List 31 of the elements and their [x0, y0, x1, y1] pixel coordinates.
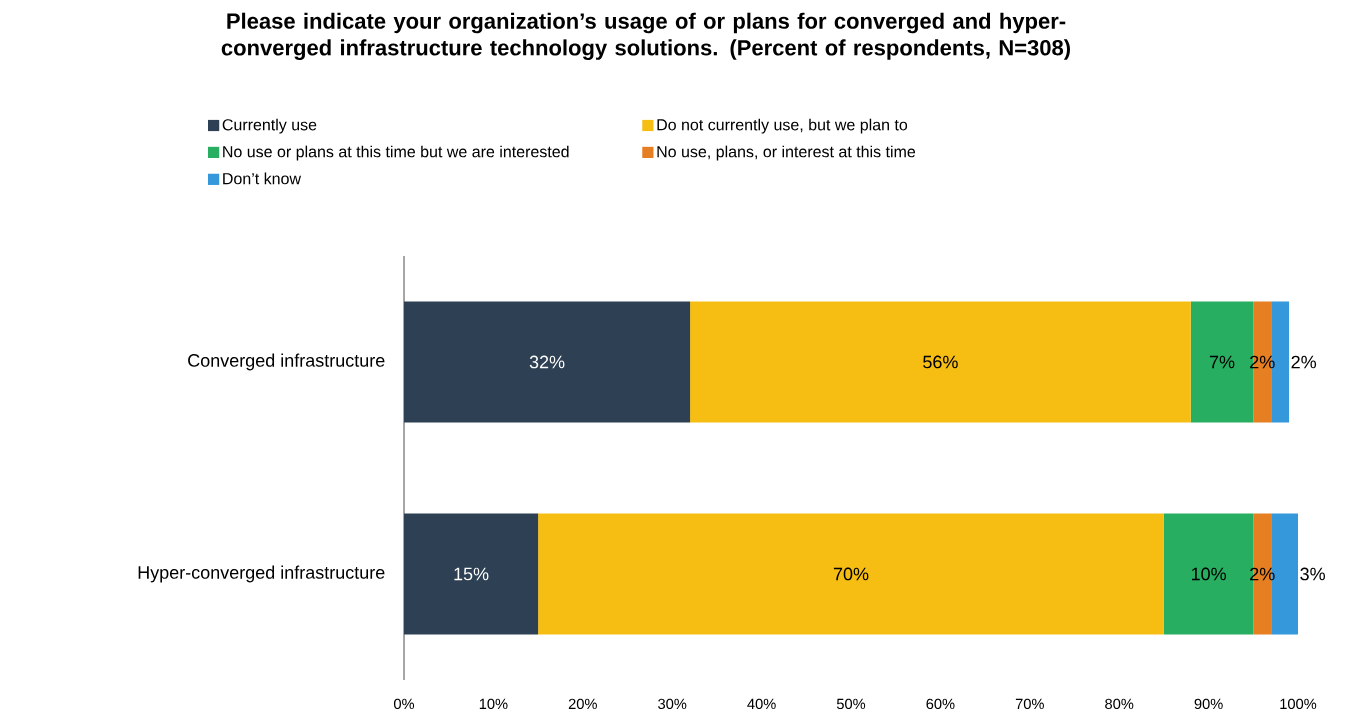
data-label: 56%: [923, 355, 958, 369]
x-tick-label: 90%: [1194, 698, 1223, 710]
x-tick-label: 30%: [658, 698, 687, 710]
x-tick-label: 40%: [747, 698, 776, 710]
data-label: 10%: [1191, 567, 1226, 581]
bar: [404, 513, 539, 635]
x-tick-label: 50%: [836, 698, 866, 710]
x-tick-label: 60%: [926, 698, 955, 710]
data-label: 7%: [1209, 355, 1235, 369]
x-tick-label: 70%: [1015, 698, 1044, 710]
data-label: 32%: [529, 355, 565, 369]
x-tick-label: 100%: [1280, 698, 1317, 710]
bar: [690, 301, 1191, 423]
legend-label: Don’t know: [223, 172, 302, 185]
legend-label: Currently use: [222, 118, 317, 134]
data-label: 2%: [1291, 355, 1317, 369]
x-tick-label: 0%: [393, 698, 415, 710]
bar: [538, 513, 1164, 635]
legend-label: Do not currently use, but we plan to: [657, 118, 908, 134]
x-tick-label: 80%: [1105, 698, 1134, 710]
y-tick-label: Converged infrastructure: [188, 353, 385, 371]
chart-title: Please indicate your organization’s usage of or plans for converged and hyper-converged infrastructure technology solutions. (Percent of respondents, N=308): [221, 12, 1070, 60]
legend-label: No use, plans, or interest at this time: [657, 145, 916, 161]
legend-label: No use or plans at this time but we are interested: [223, 145, 569, 161]
data-label: 15%: [454, 567, 489, 581]
y-tick-label: Hyper-converged infrastructure: [138, 565, 385, 583]
bar: [404, 301, 691, 423]
x-tick-label: 10%: [479, 698, 508, 710]
x-tick-label: 20%: [568, 698, 597, 710]
data-label: 3%: [1300, 567, 1325, 581]
data-label: 70%: [833, 567, 869, 581]
